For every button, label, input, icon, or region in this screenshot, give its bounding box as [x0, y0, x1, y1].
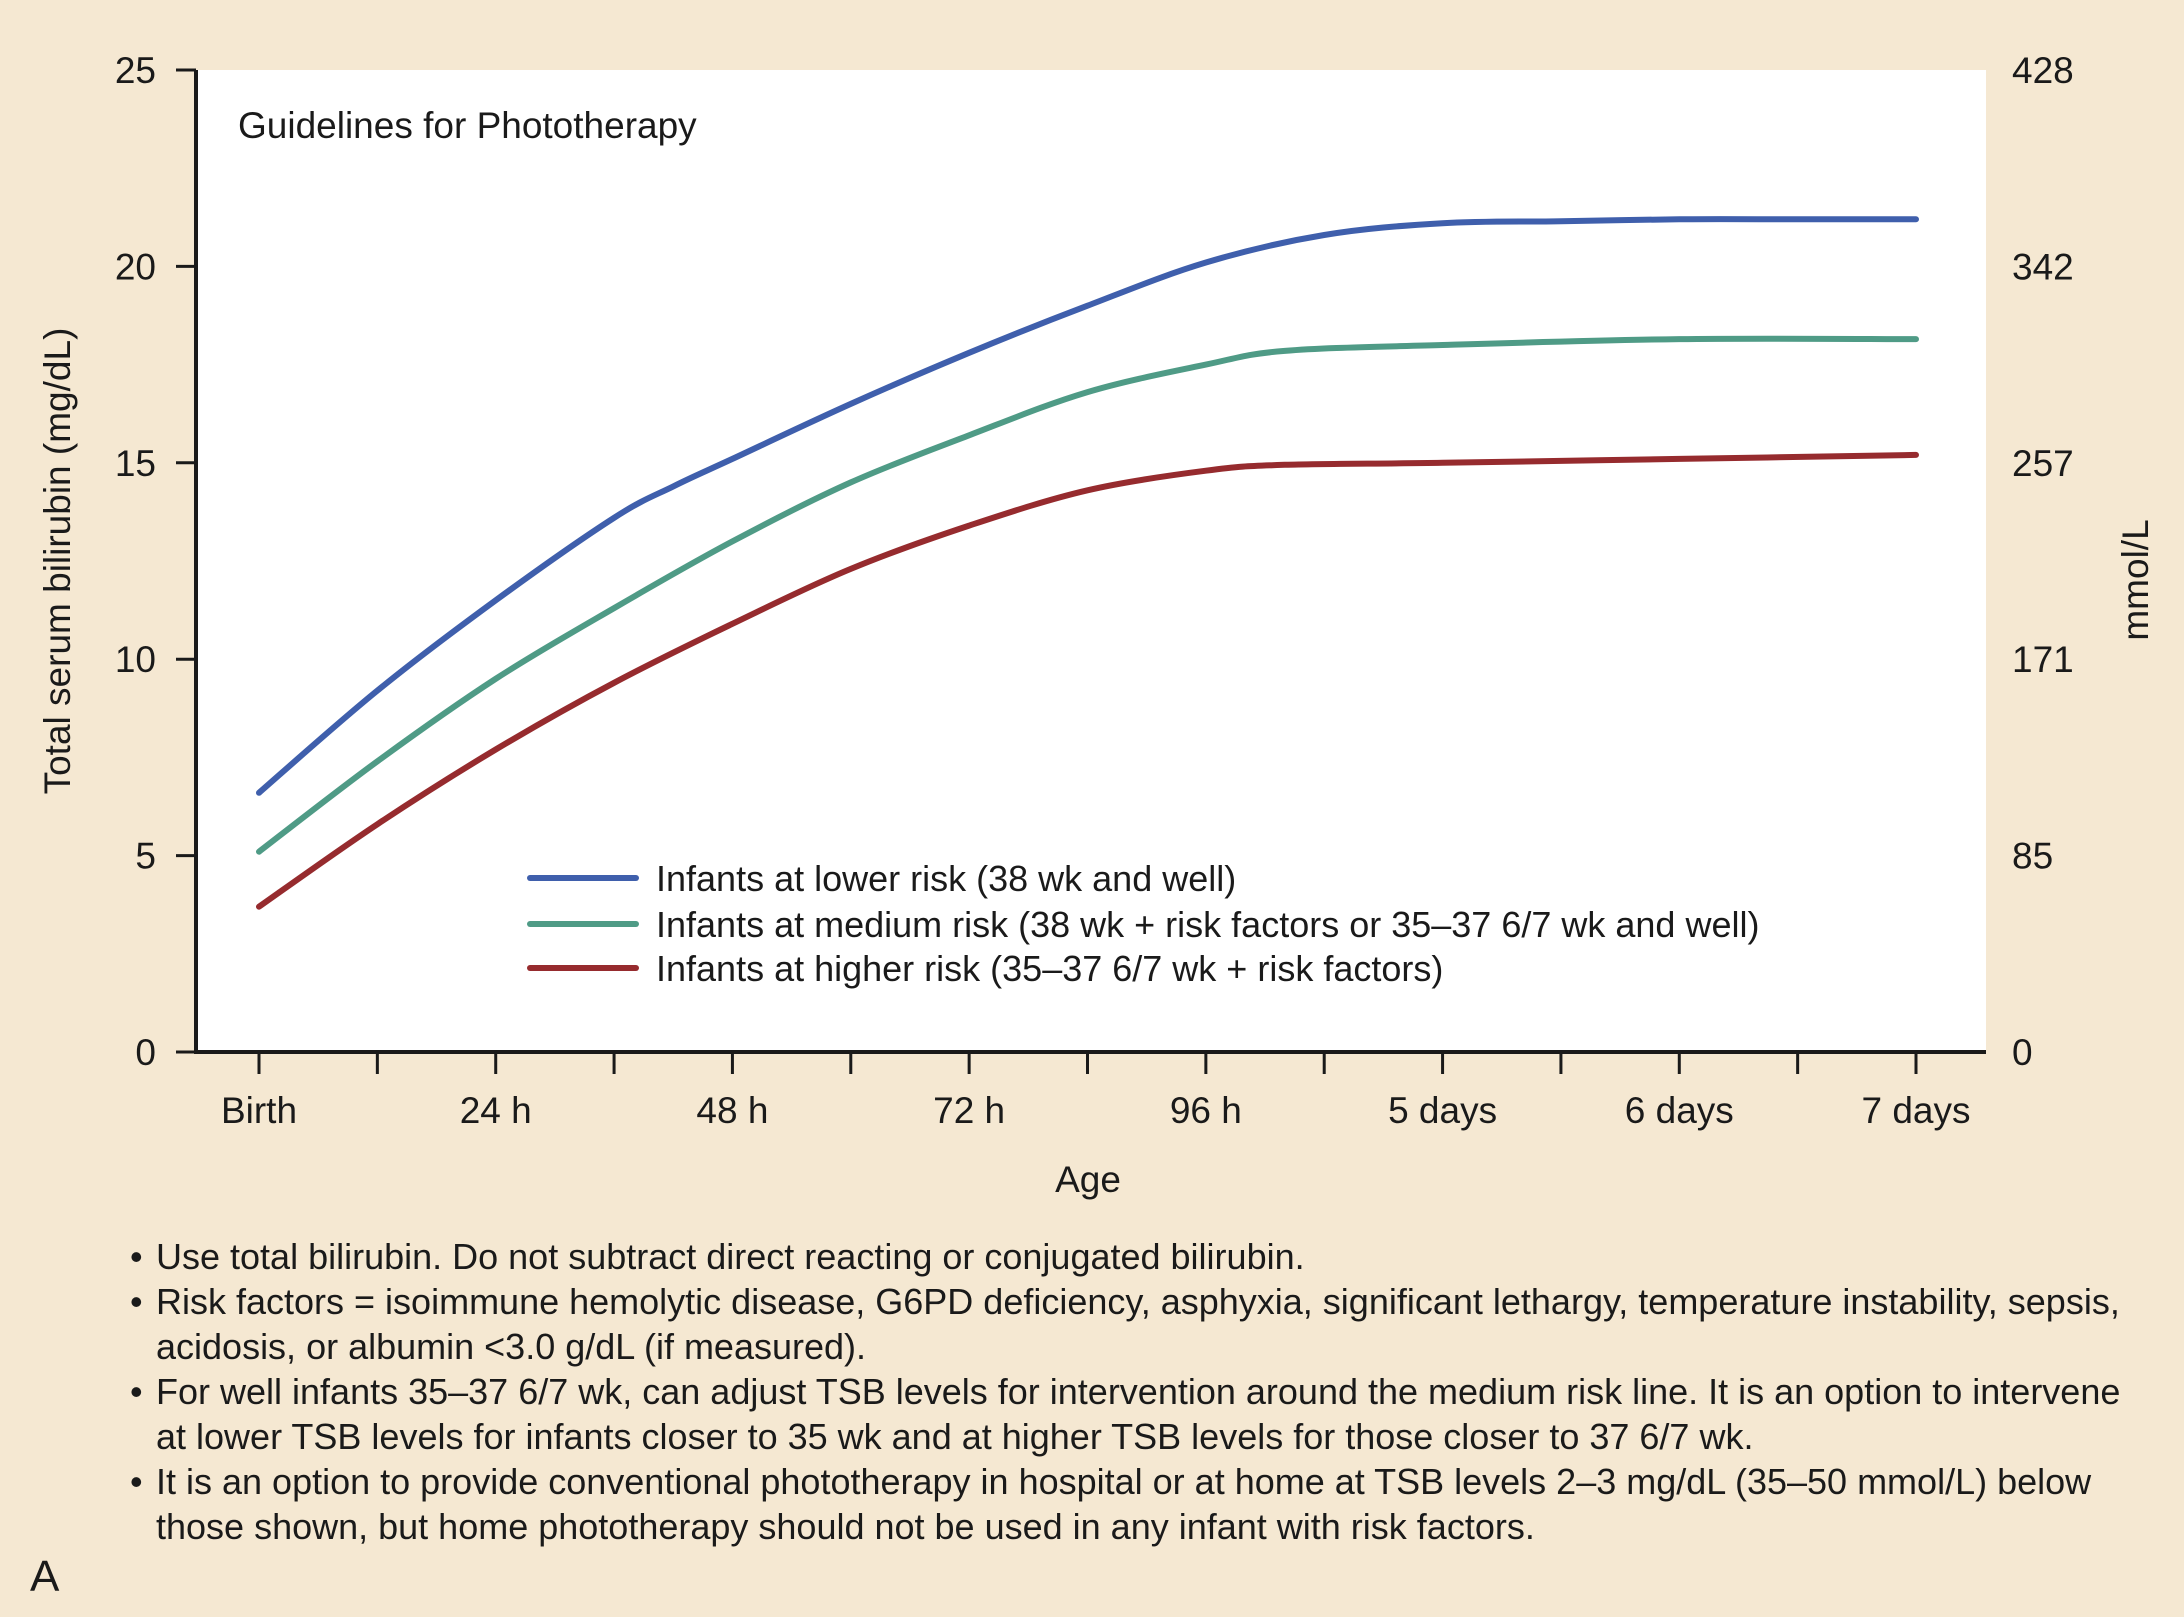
y-tick-label: 0	[135, 1032, 156, 1073]
y2-tick-label: 342	[2012, 246, 2074, 287]
series-higher-risk-line	[256, 451, 1919, 910]
series-medium-risk-line	[256, 335, 1919, 855]
x-tick-label: 48 h	[696, 1090, 768, 1131]
y2-tick-label: 428	[2012, 50, 2074, 91]
y-tick-label: 10	[115, 639, 156, 680]
y-tick-label: 15	[115, 443, 156, 484]
x-tick-label: 24 h	[460, 1090, 532, 1131]
legend: Infants at lower risk (38 wk and well) In…	[527, 858, 1759, 989]
legend-entry: Infants at medium risk (38 wk + risk fac…	[656, 904, 1759, 945]
y2-tick-label: 171	[2012, 639, 2074, 680]
note-item: Risk factors = isoimmune hemolytic disea…	[128, 1279, 2128, 1369]
y2-tick-label: 85	[2012, 836, 2053, 877]
note-item: It is an option to provide conventional …	[128, 1459, 2128, 1549]
x-tick-label: 96 h	[1170, 1090, 1242, 1131]
x-tick-label: 7 days	[1861, 1090, 1970, 1131]
y2-tick-label: 257	[2012, 443, 2074, 484]
y-tick-label: 20	[115, 246, 156, 287]
x-tick-label: 5 days	[1388, 1090, 1497, 1131]
y2-axis-label: mmol/L	[2115, 519, 2156, 640]
panel-label: A	[30, 1552, 60, 1601]
plot-area	[196, 70, 1986, 1052]
note-item: For well infants 35–37 6/7 wk, can adjus…	[128, 1369, 2128, 1459]
y-axis-label: Total serum bilirubin (mg/dL)	[37, 328, 78, 795]
x-tick-label: 6 days	[1625, 1090, 1734, 1131]
y-tick-label: 25	[115, 50, 156, 91]
legend-entry: Infants at lower risk (38 wk and well)	[656, 858, 1236, 899]
notes-list: Use total bilirubin. Do not subtract dir…	[128, 1234, 2128, 1549]
x-axis-label: Age	[1055, 1159, 1121, 1200]
y2-tick-label: 0	[2012, 1032, 2033, 1073]
x-tick-label: 72 h	[933, 1090, 1005, 1131]
x-tick-label: Birth	[221, 1090, 297, 1131]
legend-entry: Infants at higher risk (35–37 6/7 wk + r…	[656, 948, 1443, 989]
y-tick-label: 5	[135, 836, 156, 877]
note-item: Use total bilirubin. Do not subtract dir…	[128, 1234, 2128, 1279]
chart-title: Guidelines for Phototherapy	[238, 105, 697, 146]
series-lower-risk-line	[256, 216, 1919, 796]
